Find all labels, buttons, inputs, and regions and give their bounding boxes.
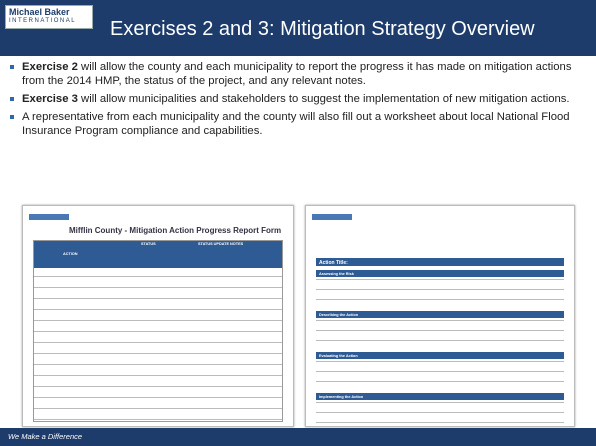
form-strip	[29, 214, 69, 220]
field-rule	[316, 299, 564, 300]
field-rule	[316, 330, 564, 331]
field-rule	[316, 402, 564, 403]
field-rule	[316, 412, 564, 413]
bullet-bold: Exercise 3	[22, 93, 78, 105]
form-title: Action Title:	[319, 260, 348, 266]
section-bar	[316, 352, 564, 359]
table-rule	[33, 419, 283, 420]
logo-name: Michael Baker	[9, 7, 70, 17]
table-rule	[33, 331, 283, 332]
table-rule	[33, 342, 283, 343]
table-rule	[33, 276, 283, 277]
bullet: Exercise 3 will allow municipalities and…	[8, 92, 586, 106]
bullet-text: A representative from each municipality …	[22, 111, 570, 137]
field-rule	[316, 361, 564, 362]
section-label: Assessing the Risk	[319, 271, 354, 276]
logo-sub: INTERNATIONAL	[9, 18, 77, 24]
bullet-list: Exercise 2 will allow the county and eac…	[8, 60, 586, 142]
field-rule	[316, 320, 564, 321]
table-rule	[33, 287, 283, 288]
section-label: Describing the Action	[319, 312, 359, 317]
table-rule	[33, 408, 283, 409]
field-rule	[316, 381, 564, 382]
table-rule	[33, 364, 283, 365]
section-label: Evaluating the Action	[319, 353, 358, 358]
table-rule	[33, 309, 283, 310]
bullet-bold: Exercise 2	[22, 61, 78, 73]
slide-title: Exercises 2 and 3: Mitigation Strategy O…	[110, 18, 535, 40]
form-thumbnail: Action Title: Assessing the Risk Describi…	[305, 205, 575, 427]
form-strip	[312, 214, 352, 220]
table-rule	[33, 397, 283, 398]
section-bar	[316, 393, 564, 400]
table-rule	[33, 386, 283, 387]
bullet: Exercise 2 will allow the county and eac…	[8, 60, 586, 88]
field-rule	[316, 289, 564, 290]
bullet: A representative from each municipality …	[8, 110, 586, 138]
section-bar	[316, 270, 564, 277]
table-rule	[33, 375, 283, 376]
field-rule	[316, 279, 564, 280]
field-rule	[316, 422, 564, 423]
footer-bar: We Make a Difference	[0, 428, 596, 446]
form-thumbnail: Mifflin County - Mitigation Action Progr…	[22, 205, 294, 427]
column-header: STATUS UPDATE NOTES	[198, 242, 244, 246]
column-header: ACTION	[63, 252, 78, 256]
table-rule	[33, 320, 283, 321]
section-bar	[316, 311, 564, 318]
header-bar: Michael Baker INTERNATIONAL Exercises 2 …	[0, 0, 596, 56]
table-rule	[33, 298, 283, 299]
table-header	[33, 240, 283, 268]
logo: Michael Baker INTERNATIONAL	[5, 5, 93, 29]
section-label: Implementing the Action	[319, 394, 364, 399]
bullet-text: will allow the county and each municipal…	[22, 61, 572, 87]
field-rule	[316, 340, 564, 341]
table-border	[33, 240, 283, 422]
column-header: STATUS	[141, 242, 156, 246]
bullet-text: will allow municipalities and stakeholde…	[77, 93, 570, 105]
tagline: We Make a Difference	[8, 432, 83, 441]
title-bar	[316, 258, 564, 266]
field-rule	[316, 371, 564, 372]
form-title: Mifflin County - Mitigation Action Progr…	[69, 226, 282, 235]
table-rule	[33, 353, 283, 354]
